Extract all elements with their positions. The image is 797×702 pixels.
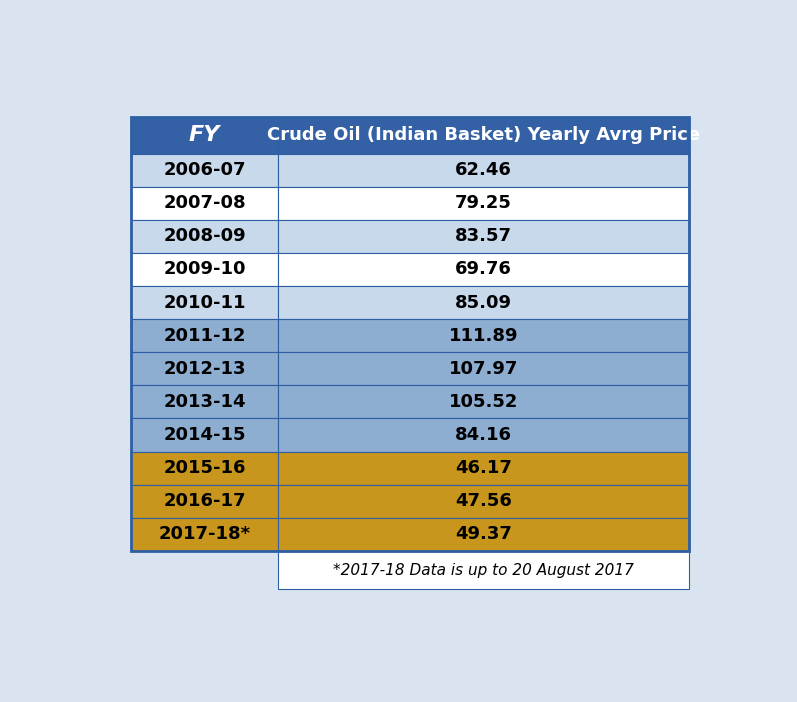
Bar xyxy=(131,518,278,551)
Bar xyxy=(131,451,278,484)
Bar xyxy=(278,518,689,551)
Bar xyxy=(131,220,278,253)
Bar xyxy=(131,385,278,418)
Text: *2017-18 Data is up to 20 August 2017: *2017-18 Data is up to 20 August 2017 xyxy=(333,562,634,578)
Text: 2012-13: 2012-13 xyxy=(163,359,245,378)
Text: FY: FY xyxy=(189,125,220,145)
Text: 2007-08: 2007-08 xyxy=(163,194,245,212)
Text: 2017-18*: 2017-18* xyxy=(159,525,250,543)
Text: 47.56: 47.56 xyxy=(455,492,512,510)
Bar xyxy=(278,253,689,286)
Bar xyxy=(131,253,278,286)
Text: 111.89: 111.89 xyxy=(449,326,518,345)
Bar xyxy=(278,451,689,484)
Bar xyxy=(278,551,689,590)
Text: 83.57: 83.57 xyxy=(455,227,512,245)
Bar xyxy=(131,484,278,518)
Bar xyxy=(131,187,278,220)
Text: 62.46: 62.46 xyxy=(455,161,512,179)
Text: 2016-17: 2016-17 xyxy=(163,492,245,510)
Bar xyxy=(278,220,689,253)
Bar xyxy=(278,154,689,187)
Bar xyxy=(278,385,689,418)
Bar xyxy=(278,352,689,385)
Bar xyxy=(278,484,689,518)
Text: 2008-09: 2008-09 xyxy=(163,227,245,245)
Bar xyxy=(131,319,278,352)
Bar xyxy=(278,418,689,451)
Text: 2011-12: 2011-12 xyxy=(163,326,245,345)
Bar xyxy=(131,286,278,319)
Text: 107.97: 107.97 xyxy=(449,359,518,378)
Text: 2015-16: 2015-16 xyxy=(163,459,245,477)
Text: 46.17: 46.17 xyxy=(455,459,512,477)
Text: 49.37: 49.37 xyxy=(455,525,512,543)
Text: 69.76: 69.76 xyxy=(455,260,512,279)
Text: 2006-07: 2006-07 xyxy=(163,161,245,179)
Bar xyxy=(131,352,278,385)
Bar xyxy=(131,154,278,187)
Text: 105.52: 105.52 xyxy=(449,393,518,411)
Text: 2014-15: 2014-15 xyxy=(163,426,245,444)
Text: 2013-14: 2013-14 xyxy=(163,393,245,411)
Bar xyxy=(131,418,278,451)
Text: 85.09: 85.09 xyxy=(455,293,512,312)
Bar xyxy=(278,117,689,154)
Bar xyxy=(278,286,689,319)
Bar xyxy=(131,551,278,590)
Text: Crude Oil (Indian Basket) Yearly Avrg Price: Crude Oil (Indian Basket) Yearly Avrg Pr… xyxy=(267,126,700,144)
Text: 2009-10: 2009-10 xyxy=(163,260,245,279)
Bar xyxy=(278,319,689,352)
Text: 2010-11: 2010-11 xyxy=(163,293,245,312)
Bar xyxy=(278,187,689,220)
Bar xyxy=(131,117,278,154)
Text: 84.16: 84.16 xyxy=(455,426,512,444)
Bar xyxy=(131,117,689,551)
Text: 79.25: 79.25 xyxy=(455,194,512,212)
